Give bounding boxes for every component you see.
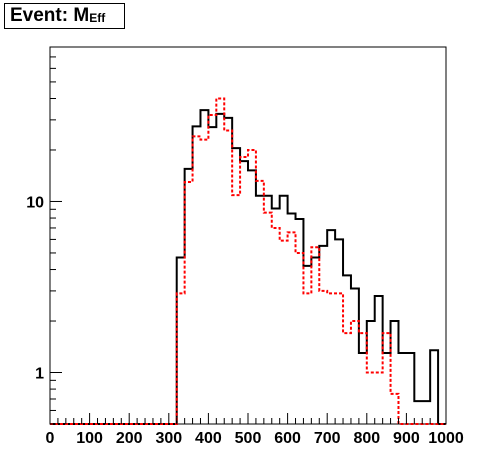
x-tick-label: 1000	[428, 430, 464, 447]
x-tick-label: 100	[76, 430, 103, 447]
y-tick-label: 10	[26, 194, 44, 211]
x-tick-label: 500	[235, 430, 262, 447]
histogram-series-2-dashed	[50, 97, 446, 425]
plot-frame	[49, 46, 447, 425]
x-tick-label: 800	[353, 430, 380, 447]
x-tick-label: 400	[195, 430, 222, 447]
x-tick-label: 300	[155, 430, 182, 447]
chart-title-main: Event: M	[10, 5, 90, 26]
chart-title: Event: M Eff	[4, 3, 125, 29]
x-tick-label: 700	[314, 430, 341, 447]
axis-layer: 0 100 200 300 400 500 600 700 800 900 1000 1 10	[26, 46, 464, 447]
chart-title-subscript: Eff	[89, 11, 106, 25]
x-tick-label: 900	[393, 430, 420, 447]
histogram-series-1-solid	[50, 109, 446, 425]
series-layer	[50, 97, 446, 425]
x-tick-label: 600	[274, 430, 301, 447]
x-tick-label: 200	[116, 430, 143, 447]
x-tick-label: 0	[46, 430, 55, 447]
y-tick-label: 1	[35, 366, 44, 383]
